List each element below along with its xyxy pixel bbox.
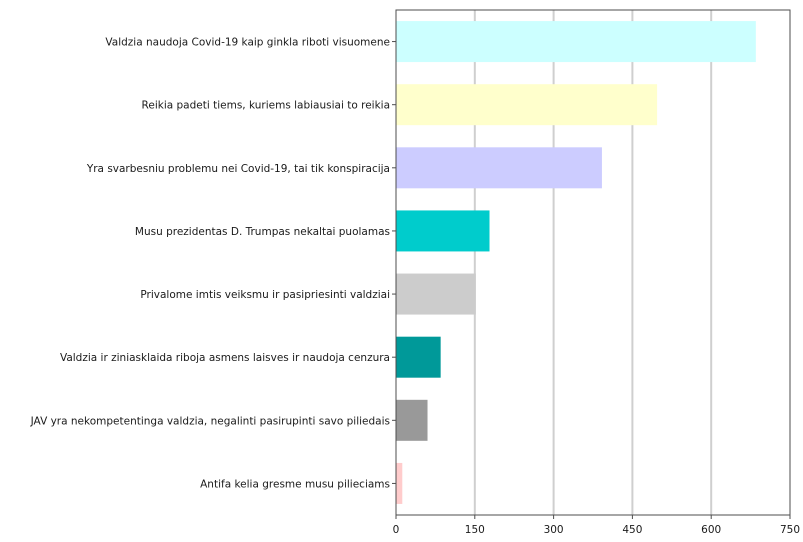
category-label: Valdzia naudoja Covid-19 kaip ginkla rib… (105, 37, 390, 49)
x-tick-label: 750 (780, 524, 800, 536)
x-tick-label: 150 (465, 524, 485, 536)
category-label: JAV yra nekompetentinga valdzia, negalin… (30, 415, 390, 427)
x-tick-labels: 0 150 300 450 600 750 (393, 515, 800, 536)
x-tick-label: 600 (701, 524, 721, 536)
bars (396, 21, 756, 504)
bar (396, 399, 428, 441)
category-label: Reikia padeti tiems, kuriems labiausiai … (142, 100, 390, 112)
bar (396, 462, 403, 504)
plot-frame (395, 9, 791, 516)
category-labels: Valdzia naudoja Covid-19 kaip ginkla rib… (30, 37, 396, 490)
bar (396, 147, 602, 189)
bar (396, 84, 658, 126)
bar (396, 273, 476, 315)
bar (396, 21, 756, 63)
category-label: Yra svarbesniu problemu nei Covid-19, ta… (86, 163, 390, 175)
bar (396, 336, 441, 378)
category-label: Antifa kelia gresme musu pilieciams (200, 478, 390, 490)
x-tick-label: 450 (622, 524, 642, 536)
category-label: Musu prezidentas D. Trumpas nekaltai puo… (135, 226, 390, 238)
x-tick-label: 0 (393, 524, 400, 536)
x-tick-label: 300 (544, 524, 564, 536)
category-label: Privalome imtis veiksmu ir pasipriesinti… (140, 289, 390, 301)
category-label: Valdzia ir ziniasklaida riboja asmens la… (60, 352, 390, 364)
bar (396, 210, 490, 252)
